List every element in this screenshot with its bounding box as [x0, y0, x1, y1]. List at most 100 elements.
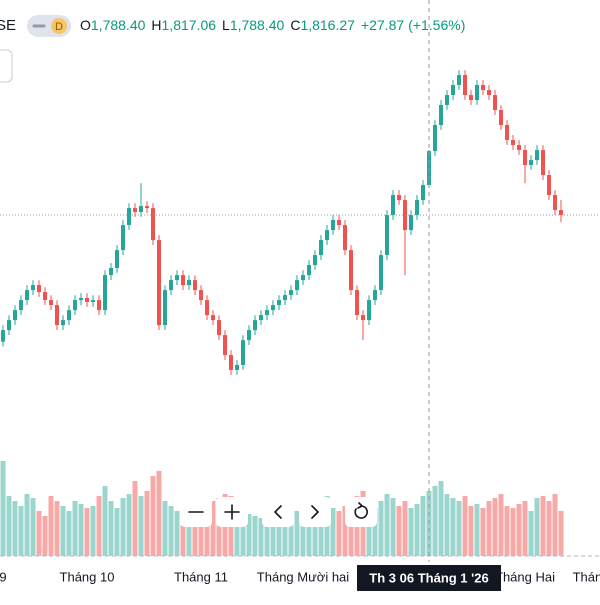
candle-body: [79, 298, 83, 301]
volume-bar: [84, 508, 90, 556]
zoom-in-button[interactable]: [216, 497, 248, 527]
interval-badge: [51, 18, 67, 34]
volume-bar: [18, 506, 24, 556]
candle-body: [187, 280, 191, 286]
candle-body: [283, 295, 287, 301]
volume-bar: [336, 511, 342, 556]
zoom-out-button[interactable]: [180, 497, 212, 527]
candle-body: [157, 240, 161, 326]
candle-body: [31, 285, 35, 291]
candle-body: [115, 250, 119, 268]
plot-area: [0, 0, 600, 562]
volume-bar: [132, 481, 138, 556]
volume-bar: [558, 511, 564, 556]
candle-body: [133, 208, 137, 213]
candle-body: [253, 320, 257, 331]
candle-body: [481, 85, 485, 91]
volume-bar: [264, 514, 270, 556]
volume-bar: [138, 496, 144, 556]
volume-bar: [522, 501, 528, 556]
candle-body: [409, 215, 413, 231]
crosshair-label: Th 3 06 Tháng 1 '26: [369, 570, 488, 585]
candle-body: [235, 364, 239, 370]
ohlc-key: C: [290, 17, 300, 33]
volume-bar: [342, 506, 348, 556]
candle-body: [37, 285, 41, 293]
candle-body: [169, 280, 173, 291]
volume-bar: [96, 496, 102, 556]
volume-bar: [546, 501, 552, 556]
x-tick-label: Tháng Mười hai: [257, 569, 349, 584]
candle-body: [517, 145, 521, 151]
candle-body: [67, 310, 71, 321]
candle-body: [73, 300, 77, 311]
volume-bar: [72, 501, 78, 556]
volume-bar: [120, 498, 126, 556]
candle-body: [373, 290, 377, 301]
volume-bar: [330, 508, 336, 556]
volume-bar: [186, 514, 192, 556]
volume-bar: [390, 498, 396, 556]
volume-bar: [492, 498, 498, 556]
candle-body: [391, 195, 395, 216]
x-tick-label: Tháng: [573, 569, 600, 584]
candle-body: [163, 290, 167, 326]
candle-body: [91, 300, 95, 303]
candle-body: [277, 300, 281, 306]
volume-bar: [126, 494, 132, 556]
x-tick-label: Tháng Hai: [495, 569, 555, 584]
candle-body: [61, 320, 65, 326]
candle-body: [199, 290, 203, 301]
volume-bar: [378, 501, 384, 556]
volume-bar: [420, 496, 426, 556]
candle-body: [505, 125, 509, 141]
volume-bar: [366, 504, 372, 556]
volume-bar: [216, 498, 222, 556]
volume-bar: [108, 501, 114, 556]
candle-body: [469, 95, 473, 101]
candle-body: [319, 240, 323, 256]
volume-bar: [162, 501, 168, 556]
candle-body: [415, 200, 419, 216]
volume-bar: [150, 476, 156, 556]
volume-bar: [204, 506, 210, 556]
volume-bar: [348, 501, 354, 556]
volume-bar: [78, 504, 84, 556]
volume-bar: [192, 516, 198, 556]
candle-body: [535, 150, 539, 161]
interval: D: [55, 21, 63, 33]
candle-body: [445, 95, 449, 106]
candle-body: [19, 300, 23, 311]
candle-body: [529, 160, 533, 166]
candle-body: [385, 215, 389, 256]
candle-body: [493, 95, 497, 111]
candle-body: [259, 315, 263, 321]
volume-bar: [450, 498, 456, 556]
candle-body: [397, 195, 401, 201]
candle-body: [205, 300, 209, 316]
volume-bar: [60, 506, 66, 556]
candle-body: [55, 305, 59, 326]
scroll-left-button[interactable]: [262, 497, 294, 527]
volume-bar: [402, 501, 408, 556]
candle-body: [25, 290, 29, 301]
scroll-right-button[interactable]: [299, 497, 331, 527]
volume-bar: [372, 508, 378, 556]
volume-bar: [498, 494, 504, 556]
candle-body: [559, 210, 563, 216]
candle-body: [439, 105, 443, 126]
candle-body: [457, 75, 461, 86]
ohlc-key: O: [80, 17, 91, 33]
volume-bar: [552, 494, 558, 556]
candle-body: [139, 206, 143, 213]
volume-bar: [246, 514, 252, 556]
volume-bar: [36, 511, 42, 556]
candle-body: [313, 255, 317, 266]
reset-button[interactable]: [345, 497, 377, 527]
volume-bar: [318, 501, 324, 556]
volume-bar: [174, 511, 180, 556]
volume-bar: [444, 494, 450, 556]
x-tick-label: Tháng 10: [60, 569, 115, 584]
candle-body: [85, 298, 89, 303]
